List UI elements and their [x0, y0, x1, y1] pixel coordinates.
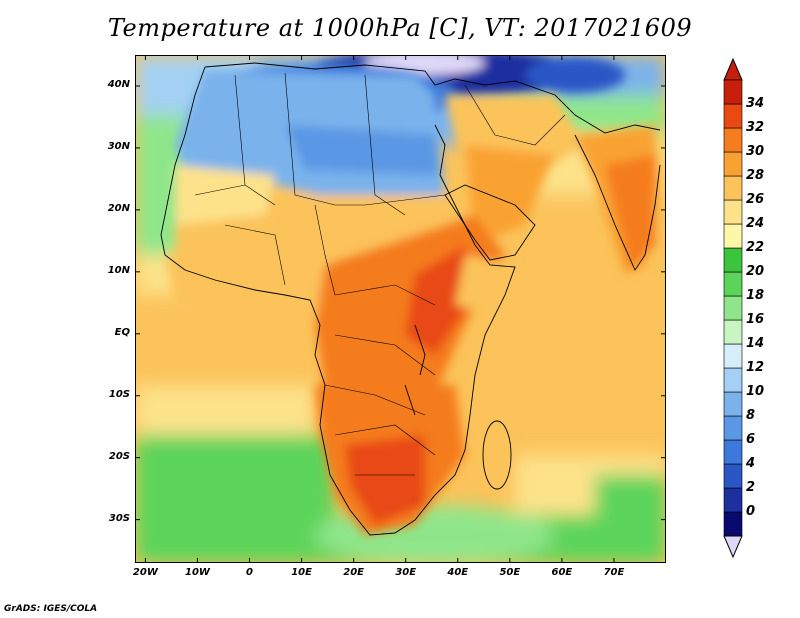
map-title: Temperature at 1000hPa [C], VT: 20170216… [107, 14, 693, 42]
colorbar-segment [723, 79, 743, 105]
colorbar-label: 10 [746, 384, 765, 399]
colorbar [723, 58, 743, 558]
colorbar-label: 28 [746, 168, 765, 183]
colorbar-segment [723, 247, 743, 273]
y-tick-label: EQ [114, 326, 130, 338]
colorbar-segment [723, 487, 743, 513]
colorbar-segment [723, 439, 743, 465]
colorbar-segment [723, 511, 743, 537]
x-tick-label: 10E [291, 567, 312, 578]
colorbar-label: 2 [746, 480, 756, 495]
temperature-map [135, 55, 666, 563]
colorbar-segment [723, 415, 743, 441]
colorbar-label: 22 [746, 240, 765, 255]
colorbar-label: 8 [746, 408, 756, 423]
y-tick-label: 30N [107, 140, 130, 152]
colorbar-segment [723, 127, 743, 153]
y-tick-label: 30S [108, 512, 130, 524]
x-tick-label: 50E [499, 567, 521, 578]
colorbar-over-triangle [723, 58, 743, 81]
x-tick-label: 70E [603, 567, 625, 578]
colorbar-segment [723, 199, 743, 225]
y-tick-label: 20S [108, 450, 130, 462]
x-tick-label: 40E [447, 567, 469, 578]
map-frame [135, 55, 666, 563]
colorbar-label: 34 [746, 96, 765, 111]
colorbar-label: 4 [746, 456, 756, 471]
x-tick-label: 10W [184, 567, 210, 578]
colorbar-segment [723, 103, 743, 129]
x-tick-label: 30E [395, 567, 417, 578]
colorbar-segment [723, 319, 743, 345]
colorbar-segment [723, 175, 743, 201]
colorbar-segment [723, 151, 743, 177]
colorbar-label: 14 [746, 336, 765, 351]
colorbar-segment [723, 391, 743, 417]
colorbar-label: 0 [746, 504, 756, 519]
colorbar-label: 16 [746, 312, 765, 327]
colorbar-label: 6 [746, 432, 756, 447]
colorbar-label: 32 [746, 120, 765, 135]
x-tick-label: 0 [246, 567, 253, 578]
colorbar-segment [723, 463, 743, 489]
colorbar-label: 24 [746, 216, 765, 231]
colorbar-label: 26 [746, 192, 765, 207]
colorbar-segment [723, 367, 743, 393]
x-tick-label: 20E [343, 567, 365, 578]
colorbar-label: 20 [746, 264, 765, 279]
land-temperature-field [165, 70, 660, 535]
credit-text: GrADS: IGES/COLA [4, 604, 98, 614]
colorbar-label: 30 [746, 144, 765, 159]
axis-tick-marks [135, 55, 666, 563]
y-tick-label: 40N [107, 78, 130, 90]
y-tick-label: 10S [108, 388, 130, 400]
map-panel [135, 55, 666, 563]
colorbar-segment [723, 343, 743, 369]
y-tick-label: 10N [107, 264, 130, 276]
colorbar-label: 12 [746, 360, 765, 375]
y-tick-label: 20N [107, 202, 130, 214]
colorbar-under-triangle [723, 535, 743, 558]
colorbar-segment [723, 223, 743, 249]
colorbar-segment [723, 295, 743, 321]
country-borders [194, 72, 566, 476]
colorbar-segment [723, 271, 743, 297]
x-tick-label: 20W [132, 567, 158, 578]
x-tick-label: 60E [551, 567, 573, 578]
colorbar-label: 18 [746, 288, 765, 303]
coastlines [160, 62, 661, 536]
